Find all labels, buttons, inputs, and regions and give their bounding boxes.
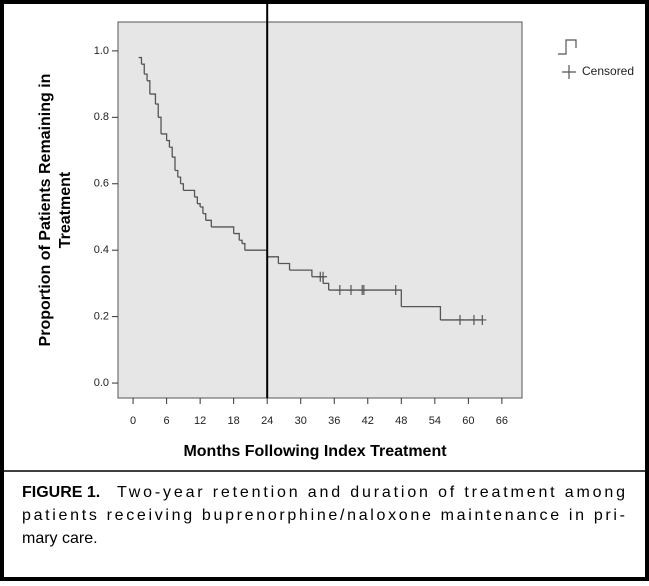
x-tick-label: 30 (295, 415, 307, 427)
x-tick-label: 0 (130, 415, 136, 427)
survival-step (147, 80, 151, 95)
survival-step (211, 226, 235, 234)
survival-step (267, 256, 280, 264)
survival-step (202, 213, 207, 221)
censored-mark (359, 285, 368, 296)
x-tick-label: 48 (395, 415, 407, 427)
survival-step (242, 242, 246, 251)
censored-mark (455, 314, 464, 325)
survival-step (144, 73, 148, 81)
x-tick-label: 18 (228, 415, 240, 427)
survival-step (205, 219, 212, 227)
survival-step (197, 203, 201, 208)
y-tick-label: 0.2 (94, 311, 109, 323)
survival-step (174, 169, 179, 178)
y-tick-label: 0.0 (94, 377, 109, 389)
censored-mark (469, 314, 478, 325)
survival-step (401, 306, 442, 320)
x-axis-label: Months Following Index Treatment (183, 443, 447, 460)
censored-mark (391, 285, 400, 296)
survival-step (323, 282, 330, 291)
y-tick-label: 1.0 (94, 45, 109, 57)
survival-step (166, 139, 171, 148)
survival-step (194, 196, 198, 204)
y-axis-label-line: Proportion of Patients Remaining in (37, 74, 54, 347)
survival-step (183, 189, 196, 198)
plot-area (117, 21, 523, 399)
x-tick-label: 60 (462, 415, 474, 427)
caption-line: patients receiving buprenorphine/naloxon… (22, 507, 625, 524)
x-tick-label: 6 (164, 415, 170, 427)
censored-mark (478, 314, 487, 325)
y-tick-label: 0.6 (94, 178, 109, 190)
x-tick-label: 42 (362, 415, 374, 427)
survival-step (239, 239, 243, 244)
x-tick-label: 36 (328, 415, 340, 427)
survival-step (158, 116, 162, 134)
survival-step (155, 103, 159, 118)
censored-mark (335, 285, 344, 296)
x-tick-label: 66 (496, 415, 508, 427)
survival-step (289, 269, 313, 277)
legend-step-symbol (558, 39, 577, 55)
censored-mark (319, 271, 328, 282)
censored-mark (347, 285, 356, 296)
survival-step (141, 63, 145, 75)
survival-step (200, 206, 204, 214)
survival-step (180, 183, 185, 191)
survival-step (149, 93, 157, 105)
x-tick-label: 24 (261, 415, 273, 427)
y-axis-label-line: Treatment (57, 171, 74, 248)
survival-step (169, 146, 173, 158)
y-tick-label: 0.4 (94, 244, 109, 256)
x-tick-label: 54 (429, 415, 441, 427)
survival-step (177, 176, 182, 184)
survival-step (278, 262, 291, 271)
x-tick-label: 12 (194, 415, 206, 427)
y-tick-label: 0.8 (94, 111, 109, 123)
survival-step (172, 156, 176, 171)
y-axis-label: Proportion of Patients Remaining in Trea… (37, 74, 74, 347)
legend-censored-symbol (562, 65, 576, 79)
survival-step (138, 56, 143, 65)
caption-label: FIGURE 1. (22, 484, 100, 501)
survival-step (161, 133, 168, 141)
survival-step (233, 232, 240, 241)
caption-line: mary care. (22, 530, 98, 547)
legend-label: Censored (582, 64, 634, 78)
